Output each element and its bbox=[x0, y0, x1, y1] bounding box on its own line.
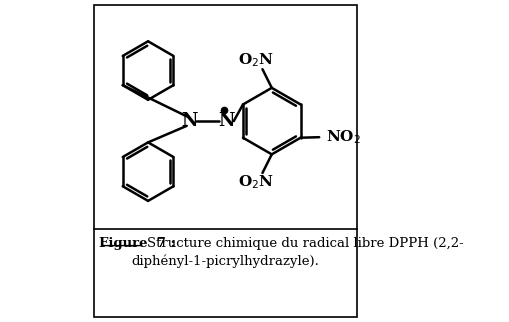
Text: Figure  7 :: Figure 7 : bbox=[99, 237, 176, 250]
Text: O$_2$N: O$_2$N bbox=[238, 174, 274, 191]
Text: O$_2$N: O$_2$N bbox=[238, 51, 274, 69]
Text: NO$_2$: NO$_2$ bbox=[326, 128, 361, 146]
Text: Structure chimique du radical libre DPPH (2,2-: Structure chimique du radical libre DPPH… bbox=[147, 237, 464, 250]
Text: diphényl-1-picrylhydrazyle).: diphényl-1-picrylhydrazyle). bbox=[131, 254, 319, 268]
Text: N: N bbox=[181, 112, 197, 130]
Text: N: N bbox=[218, 112, 235, 130]
